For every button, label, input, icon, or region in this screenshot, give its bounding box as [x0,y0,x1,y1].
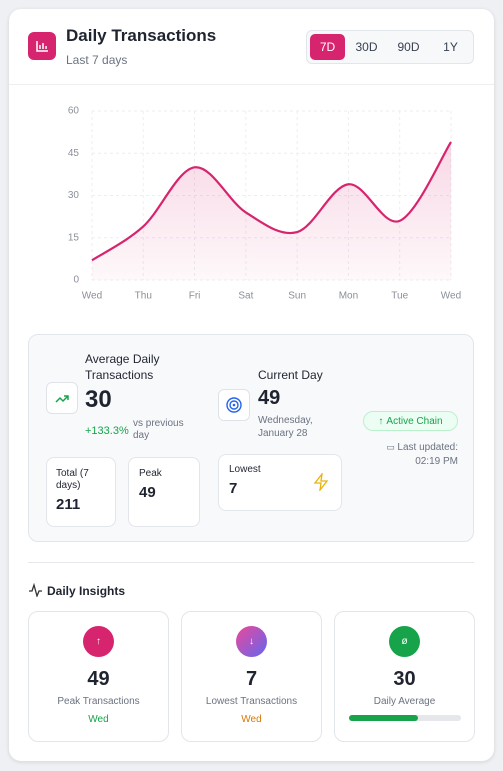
icon [36,41,48,52]
line [91,141,452,262]
x-tick-label: Wed [441,291,461,302]
total-value: 211 [56,496,81,513]
target-icon [218,389,250,421]
insight-icon: ø [389,626,420,657]
current-value: 49 [258,387,281,409]
header-icon [28,32,56,60]
insights-title: Daily Insights [47,584,126,598]
y-tick-label: 15 [68,232,80,243]
lowest-value: 7 [229,480,238,497]
current-date: Wednesday, January 28 [258,415,313,439]
total-label: Total (7 days) [56,468,89,491]
insight-icon: ↑ [83,626,114,657]
range-button[interactable]: 7D [310,34,345,60]
lowest-box: Lowest 7 [218,454,342,511]
title: Daily Transactions [66,26,217,45]
y-tick-label: 60 [68,106,80,117]
x-tick-label: Tue [391,291,408,302]
peak-box: Peak 49 [128,457,200,527]
subtitle: Last 7 days [66,53,128,67]
range-button[interactable]: 1Y [443,40,458,54]
range-button[interactable]: 90D [397,40,420,54]
y-tick-label: 30 [68,190,80,201]
insight-card: ↑ 49 Peak Transactions Wed [28,611,169,742]
insight-value: 49 [87,668,110,690]
current-label: Current Day [258,368,323,382]
badge-text: Active Chain [386,415,443,427]
trend-icon [46,382,78,414]
chart: 0 15 30 45 60 Wed Thu Fri Sat Sun Mon Tue Wed [68,106,461,302]
x-tick-label: Thu [135,291,152,302]
x-tick-label: Fri [189,291,201,302]
x-tick-label: Mon [339,291,358,302]
updated-label: Last updated: [397,442,458,453]
pulse-icon [29,583,42,597]
stat-value: 30 [85,386,112,413]
divider [28,562,474,563]
insight-label: Daily Average [373,696,436,707]
range-group: 7D 30D 90D 1Y [306,30,474,64]
updated: ▭ Last updated: 02:19 PM [386,442,458,467]
insight-card: ø 30 Daily Average [334,611,475,742]
x-tick-label: Sun [288,291,306,302]
insight-day: Wed [88,714,109,725]
lowest-label: Lowest [229,464,261,475]
bolt-icon [313,473,329,491]
peak-label: Peak [139,468,162,479]
y-tick-label: 0 [73,275,79,286]
insight-day: Wed [241,714,262,725]
change-note: vs previous day [133,418,184,441]
badge: ↑ Active Chain [363,411,458,431]
insight-label: Lowest Transactions [205,696,298,707]
peak-value: 49 [139,484,156,501]
progress-bar [349,715,418,721]
x-tick-label: Wed [82,291,102,302]
insight-value: 7 [245,668,258,690]
updated-time: 02:19 PM [415,456,458,467]
insight-icon: ↓ [236,626,267,657]
total-box: Total (7 days) 211 [46,457,116,527]
x-tick-label: Sat [238,291,253,302]
progress-track [349,715,461,721]
divider [9,84,494,85]
stat-label: Average Daily Transactions [85,352,160,382]
insight-value: 30 [393,668,416,690]
y-tick-label: 45 [68,148,80,159]
change: +133.3% [85,425,129,437]
insight-card: ↓ 7 Lowest Transactions Wed [181,611,322,742]
range-button[interactable]: 30D [355,40,378,54]
area [92,141,451,280]
insight-label: Peak Transactions [57,696,140,707]
